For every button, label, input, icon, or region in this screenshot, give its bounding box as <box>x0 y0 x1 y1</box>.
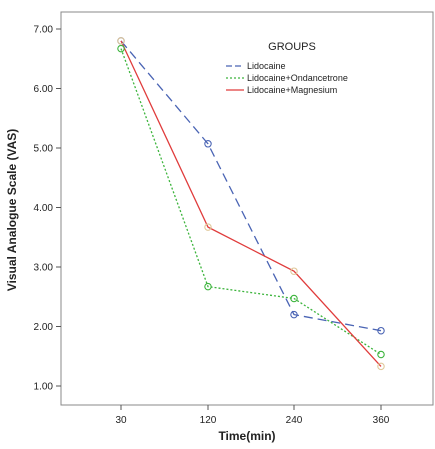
y-tick-label: 2.00 <box>34 322 54 333</box>
legend-label: Lidocaine+Ondancetrone <box>247 73 348 83</box>
y-axis: 1.00 2.00 3.00 4.00 5.00 6.00 7.00 <box>34 25 61 393</box>
y-tick-label: 1.00 <box>34 382 54 393</box>
data-point <box>290 294 298 303</box>
y-tick-label: 3.00 <box>34 263 54 274</box>
y-axis-title: Visual Analogue Scale (VAS) <box>5 129 19 292</box>
x-tick-label: 360 <box>373 415 390 426</box>
x-tick-label: 240 <box>286 415 303 426</box>
series-line <box>120 48 382 356</box>
series-layer <box>117 37 385 371</box>
x-tick-label: 30 <box>115 415 127 426</box>
y-tick-label: 5.00 <box>34 144 54 155</box>
x-tick-label: 120 <box>200 415 217 426</box>
data-point <box>204 223 212 231</box>
data-point <box>377 350 385 359</box>
data-point <box>290 310 298 319</box>
data-point <box>204 140 212 148</box>
y-tick-label: 7.00 <box>34 25 54 36</box>
legend-label: Lidocaine <box>247 61 286 71</box>
series-line <box>120 40 382 332</box>
legend-title: GROUPS <box>268 41 316 53</box>
data-point <box>117 37 125 45</box>
data-point <box>377 326 385 335</box>
x-axis-title: Time(min) <box>218 429 275 443</box>
y-tick-label: 4.00 <box>34 203 54 214</box>
y-tick-label: 6.00 <box>34 84 54 95</box>
series-line <box>120 40 382 367</box>
legend: GROUPS Lidocaine Lidocaine+Ondancetrone Li… <box>226 41 348 95</box>
data-point <box>204 282 212 291</box>
data-point <box>117 44 125 53</box>
data-point <box>290 267 298 275</box>
plot-frame <box>60 11 434 406</box>
data-point <box>377 362 385 371</box>
legend-label: Lidocaine+Magnesium <box>247 85 337 95</box>
x-axis: 30 120 240 360 <box>115 405 390 426</box>
